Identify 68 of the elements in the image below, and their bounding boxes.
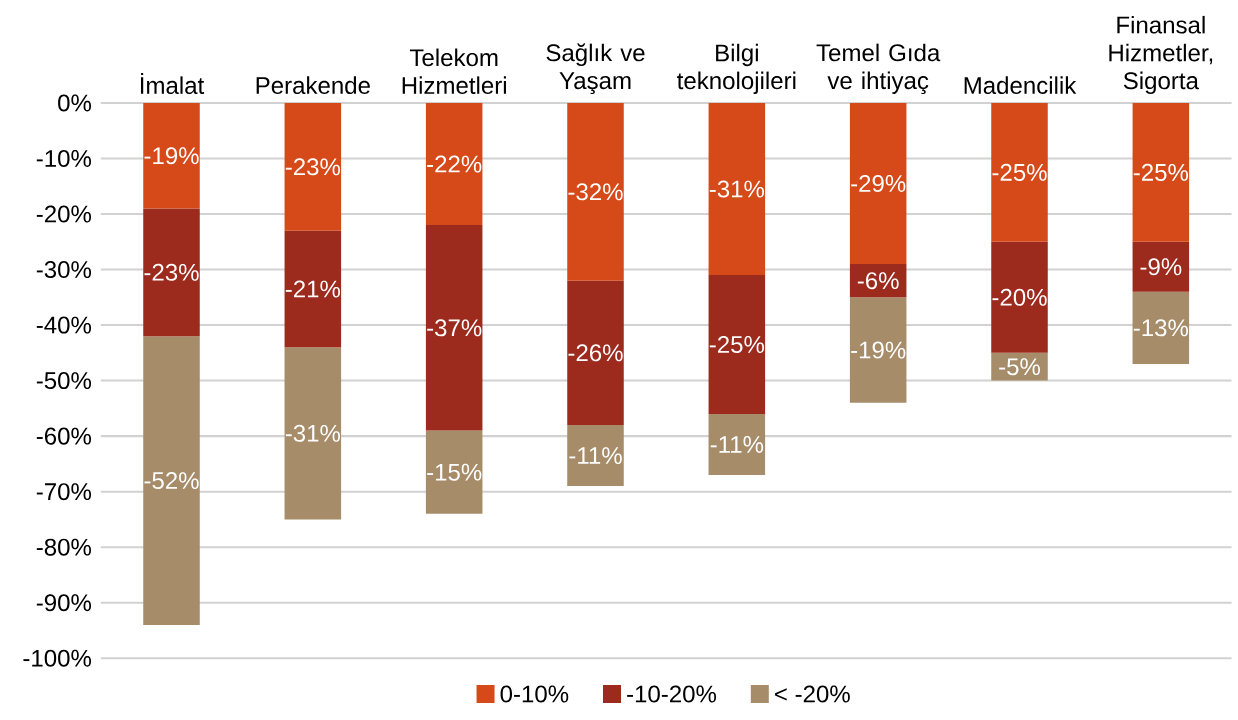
bar (1132, 291, 1190, 364)
data-label: -11% (710, 435, 764, 453)
x-tick-label: Sağlık ve Yaşam (546, 43, 645, 94)
y-tick-label: -50% (36, 372, 92, 390)
x-tick-label: Temel Gıda ve ihtiyaç (816, 43, 941, 94)
data-label: -25% (992, 163, 1047, 181)
bar (284, 347, 342, 520)
data-label: -29% (851, 174, 906, 192)
y-tick-label: -60% (36, 427, 92, 445)
bar (425, 102, 483, 226)
bar (425, 430, 483, 514)
bar (849, 102, 907, 264)
data-label: -25% (709, 335, 765, 353)
data-label: -9% (1140, 258, 1182, 276)
y-tick-label: -70% (36, 483, 92, 501)
legend-label: -10-20% (627, 685, 717, 703)
x-tick-label: Finansal Hizmetler, Sigorta (1109, 15, 1213, 94)
data-label: -25% (1133, 163, 1189, 181)
legend-label: < -20% (775, 685, 850, 703)
data-label: -26% (568, 344, 623, 362)
data-label: -13% (1133, 319, 1189, 337)
data-label: -37% (427, 319, 482, 337)
data-label: -23% (144, 263, 199, 281)
x-tick-label: Perakende (256, 76, 370, 94)
data-label: -15% (427, 463, 482, 481)
y-tick-label: -20% (36, 205, 92, 223)
bar (425, 225, 483, 431)
bar (567, 424, 624, 487)
data-label: -6% (857, 272, 899, 290)
x-tick-label: Bilgi teknolojileri (677, 43, 796, 94)
data-label: -32% (568, 183, 623, 201)
data-label: -5% (999, 358, 1041, 376)
y-tick-label: -30% (36, 260, 92, 278)
x-tick-label: İmalat (140, 72, 205, 94)
data-label: -19% (851, 341, 906, 359)
bar (143, 336, 200, 625)
bar (143, 208, 200, 337)
data-label: -19% (144, 147, 199, 165)
data-label: -31% (285, 424, 341, 442)
data-label: -21% (285, 280, 341, 298)
data-label: -31% (709, 180, 765, 198)
bar (708, 102, 766, 276)
bar (1132, 241, 1190, 292)
legend-label: 0-10% (500, 685, 569, 703)
bar (849, 297, 907, 403)
bar (1132, 102, 1190, 242)
bar (708, 413, 766, 475)
data-label: -52% (144, 471, 199, 489)
bar (567, 280, 624, 425)
y-tick-label: -10% (36, 149, 92, 167)
bar (143, 102, 200, 209)
data-label: -11% (569, 447, 622, 464)
y-tick-label: -40% (36, 316, 92, 334)
y-tick-label: 0% (58, 94, 92, 112)
y-tick-label: -100% (23, 649, 92, 667)
data-label: -23% (285, 158, 341, 176)
data-label: -22% (427, 155, 482, 173)
y-tick-label: -80% (36, 538, 92, 556)
data-label: -20% (992, 288, 1047, 306)
x-tick-label: Telekom Hizmetleri (402, 48, 506, 94)
bar (567, 102, 624, 281)
bar (708, 275, 766, 414)
bar (991, 102, 1048, 242)
y-tick-label: -90% (36, 594, 92, 612)
x-tick-label: Madencilik (964, 76, 1077, 94)
bar (284, 102, 342, 231)
bar (991, 241, 1048, 353)
bar (284, 230, 342, 348)
